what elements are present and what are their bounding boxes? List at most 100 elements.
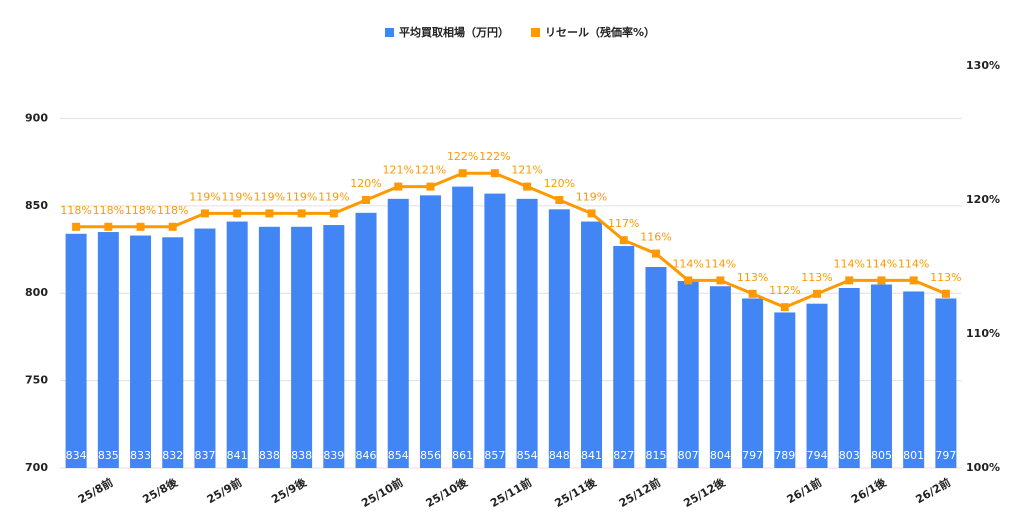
bar-value-label: 835: [98, 449, 119, 462]
line-marker: [362, 196, 371, 204]
bar: [742, 298, 764, 468]
line-marker: [845, 276, 854, 285]
bar: [677, 280, 699, 468]
line-marker: [490, 169, 499, 178]
line-marker: [716, 276, 725, 285]
line-value-label: 119%: [576, 190, 607, 203]
bar: [548, 209, 570, 469]
line-marker: [909, 276, 918, 285]
bar-value-label: 848: [549, 449, 570, 462]
bar: [484, 193, 506, 468]
x-tick-label: 26/2前: [913, 475, 953, 506]
line-marker: [426, 182, 435, 191]
line-value-label: 120%: [544, 177, 575, 190]
line-value-label: 121%: [383, 164, 414, 177]
line: [76, 171, 947, 309]
x-tick-label: 25/11後: [552, 475, 599, 510]
line-marker: [813, 289, 822, 298]
y-tick-label: 700: [25, 461, 48, 474]
line-value-label: 119%: [318, 190, 349, 203]
line-marker: [233, 209, 242, 218]
line-marker: [136, 222, 145, 231]
line-value-label: 119%: [254, 190, 285, 203]
x-tick-label: 25/10前: [359, 475, 406, 510]
line-value-label: 114%: [672, 257, 703, 270]
line-value-label: 118%: [125, 204, 156, 217]
bar: [613, 246, 635, 468]
bar-value-label: 789: [774, 449, 795, 462]
bar-value-label: 839: [323, 449, 344, 462]
line-value-label: 122%: [479, 150, 510, 163]
bar: [226, 221, 248, 468]
line-marker: [523, 182, 532, 191]
line-value-label: 118%: [60, 204, 91, 217]
x-tick-label: 25/8前: [75, 475, 115, 506]
line-value-label: 120%: [350, 177, 381, 190]
x-tick-label: 25/10後: [423, 475, 470, 510]
bar: [258, 226, 280, 468]
line-marker: [587, 209, 596, 218]
bar-value-label: 804: [710, 449, 731, 462]
bar: [581, 221, 603, 468]
x-tick-label: 25/11前: [488, 475, 535, 510]
bar-value-label: 857: [484, 449, 505, 462]
line-value-label: 113%: [737, 271, 768, 284]
x-tick-label: 25/9後: [269, 475, 310, 507]
line-value-label: 119%: [221, 190, 252, 203]
legend-swatch: [385, 28, 394, 37]
line-value-label: 118%: [157, 204, 188, 217]
line-marker: [297, 209, 306, 218]
line-marker: [458, 169, 467, 178]
bar-value-label: 854: [388, 449, 409, 462]
x-tick-label: 25/12前: [616, 475, 663, 510]
line-value-label: 114%: [866, 257, 897, 270]
line-marker: [748, 289, 757, 298]
bar-value-label: 827: [613, 449, 634, 462]
bar-value-label: 805: [871, 449, 892, 462]
line-marker: [200, 209, 209, 218]
line-value-label: 118%: [93, 204, 124, 217]
y2-tick-label: 110%: [966, 327, 1000, 340]
line-marker: [72, 222, 81, 231]
y2-tick-label: 120%: [966, 193, 1000, 206]
bar-value-label: 832: [162, 449, 183, 462]
bar: [291, 226, 313, 468]
bar-value-label: 841: [227, 449, 248, 462]
bar: [355, 212, 377, 468]
line-marker: [168, 222, 177, 231]
bar: [774, 312, 796, 468]
bar-value-label: 803: [839, 449, 860, 462]
line-value-label: 114%: [705, 257, 736, 270]
line-value-label: 117%: [608, 217, 639, 230]
bar-value-label: 838: [259, 449, 280, 462]
legend-label: リセール（残価率%）: [545, 25, 655, 39]
line-value-label: 112%: [769, 284, 800, 297]
line-value-label: 114%: [898, 257, 929, 270]
line-marker: [394, 182, 403, 191]
y-tick-label: 900: [25, 111, 48, 124]
bar: [870, 284, 892, 468]
bar-value-label: 837: [194, 449, 215, 462]
line-marker: [651, 249, 660, 258]
x-tick-label: 25/12後: [681, 475, 728, 510]
bar-value-label: 797: [742, 449, 763, 462]
bar-value-label: 838: [291, 449, 312, 462]
bar-value-label: 833: [130, 449, 151, 462]
bar-value-label: 807: [678, 449, 699, 462]
line-marker: [329, 209, 338, 218]
bar-value-label: 856: [420, 449, 441, 462]
line-marker: [104, 222, 113, 231]
y-tick-label: 850: [25, 199, 48, 212]
x-tick-label: 26/1後: [849, 475, 890, 507]
bar-value-label: 834: [66, 449, 87, 462]
bar-value-label: 854: [517, 449, 538, 462]
bar: [194, 228, 216, 468]
legend-swatch: [531, 28, 540, 37]
bar: [903, 291, 925, 468]
line-marker: [877, 276, 886, 285]
bar: [806, 303, 828, 468]
bar: [130, 235, 152, 468]
line-marker: [780, 303, 789, 312]
bar: [97, 232, 119, 468]
bar: [162, 237, 184, 468]
